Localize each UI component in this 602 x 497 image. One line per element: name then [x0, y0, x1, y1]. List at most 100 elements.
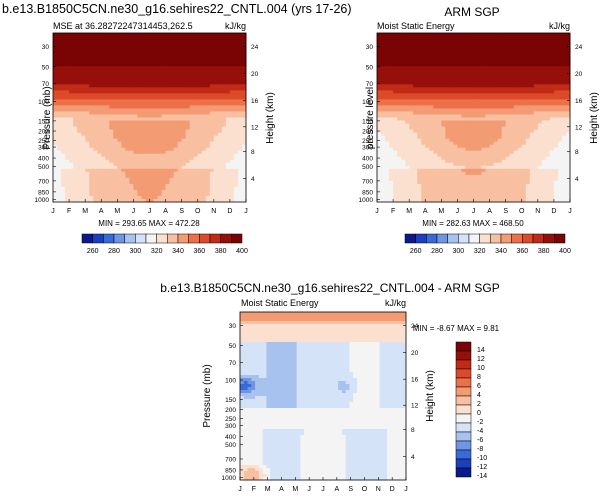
heatmap-cell — [165, 39, 170, 43]
heatmap-cell — [209, 102, 215, 106]
heatmap-cell — [177, 159, 183, 164]
heatmap-cell — [109, 39, 114, 43]
heatmap-cell — [541, 51, 547, 55]
heatmap-cell — [481, 81, 486, 85]
heatmap-cell — [177, 36, 183, 40]
heatmap-cell — [553, 36, 559, 40]
heatmap-cell — [433, 126, 438, 130]
heatmap-cell — [73, 60, 78, 64]
heatmap-cell — [69, 114, 74, 118]
heatmap-cell — [145, 195, 150, 200]
heatmap-cell — [405, 117, 410, 121]
heatmap-cell — [421, 57, 426, 61]
heatmap-cell — [177, 186, 183, 191]
heatmap-cell — [505, 36, 511, 40]
heatmap-cell — [557, 90, 563, 94]
heatmap-cell — [457, 81, 462, 85]
panel-model-colorbar: 260 280 300 320 340 360 380 400 — [81, 233, 248, 255]
heatmap-cell — [473, 51, 478, 55]
heatmap-cell — [169, 72, 175, 76]
heatmap-cell — [561, 159, 567, 164]
heatmap-cell — [57, 198, 62, 203]
heatmap-cell — [429, 66, 434, 70]
heatmap-cell — [485, 54, 490, 58]
heatmap-cell — [129, 63, 134, 67]
heatmap-cell — [533, 33, 539, 37]
heatmap-cell — [541, 114, 547, 118]
heatmap-cell — [125, 60, 130, 64]
heatmap-cell — [221, 75, 227, 79]
heatmap-cell — [533, 126, 539, 130]
heatmap-cell — [225, 120, 231, 124]
heatmap-cell — [221, 57, 227, 61]
heatmap-cell — [129, 90, 134, 94]
heatmap-cell — [89, 45, 94, 49]
heatmap-cell — [413, 81, 418, 85]
heatmap-cell — [389, 93, 394, 97]
heatmap-cell — [517, 48, 523, 52]
heatmap-cell — [509, 114, 515, 118]
heatmap-cell — [449, 66, 454, 70]
heatmap-cell — [213, 81, 219, 85]
heatmap-cell — [241, 96, 247, 100]
heatmap-cell — [541, 120, 547, 124]
heatmap-cell — [385, 111, 390, 115]
heatmap-cell — [405, 123, 410, 127]
heatmap-cell — [121, 144, 126, 149]
heatmap-cell — [145, 78, 150, 82]
heatmap-cell — [137, 165, 142, 170]
heatmap-cell — [193, 69, 199, 73]
heatmap-cell — [405, 66, 410, 70]
heatmap-cell — [157, 192, 162, 197]
heatmap-cell — [81, 69, 86, 73]
heatmap-cell — [109, 183, 114, 188]
heatmap-cell — [549, 60, 555, 64]
heatmap-cell — [481, 159, 486, 164]
heatmap-cell — [557, 105, 563, 109]
heatmap-cell — [237, 114, 243, 118]
heatmap-cell — [425, 105, 430, 109]
heatmap-cell — [161, 57, 166, 61]
heatmap-cell — [121, 75, 126, 79]
heatmap-cell — [409, 84, 414, 88]
heatmap-cell — [133, 42, 138, 46]
heatmap-cell — [133, 180, 138, 185]
heatmap-cell — [57, 159, 62, 164]
heatmap-cell — [517, 108, 523, 112]
heatmap-cell — [141, 87, 146, 91]
heatmap-cell — [145, 63, 150, 67]
heatmap-cell — [549, 69, 555, 73]
heatmap-cell — [173, 54, 179, 58]
heatmap-cell — [201, 171, 207, 176]
heatmap-cell — [89, 120, 94, 124]
heatmap-cell — [509, 162, 515, 167]
heatmap-cell — [381, 66, 386, 70]
heatmap-cell — [405, 129, 410, 133]
heatmap-cell — [197, 72, 203, 76]
heatmap-cell — [217, 111, 223, 115]
heatmap-cell — [481, 69, 486, 73]
heatmap-cell — [205, 105, 211, 109]
heatmap-cell — [485, 51, 490, 55]
heatmap-cell — [225, 96, 231, 100]
heatmap-cell — [533, 168, 539, 173]
heatmap-cell — [137, 102, 142, 106]
heatmap-cell — [557, 162, 563, 167]
heatmap-cell — [193, 192, 199, 197]
heatmap-cell — [73, 189, 78, 194]
heatmap-cell — [93, 42, 98, 46]
heatmap-cell — [497, 108, 503, 112]
heatmap-cell — [69, 84, 74, 88]
heatmap-cell — [473, 99, 478, 103]
heatmap-cell — [73, 147, 78, 152]
heatmap-cell — [449, 63, 454, 67]
heatmap-cell — [57, 108, 62, 112]
heatmap-cell — [221, 174, 227, 179]
heatmap-cell — [101, 168, 106, 173]
heatmap-cell — [113, 87, 118, 91]
heatmap-cell — [461, 96, 466, 100]
heatmap-cell — [133, 54, 138, 58]
heatmap-cell — [481, 108, 486, 112]
heatmap-cell — [481, 126, 486, 130]
heatmap-cell — [445, 45, 450, 49]
